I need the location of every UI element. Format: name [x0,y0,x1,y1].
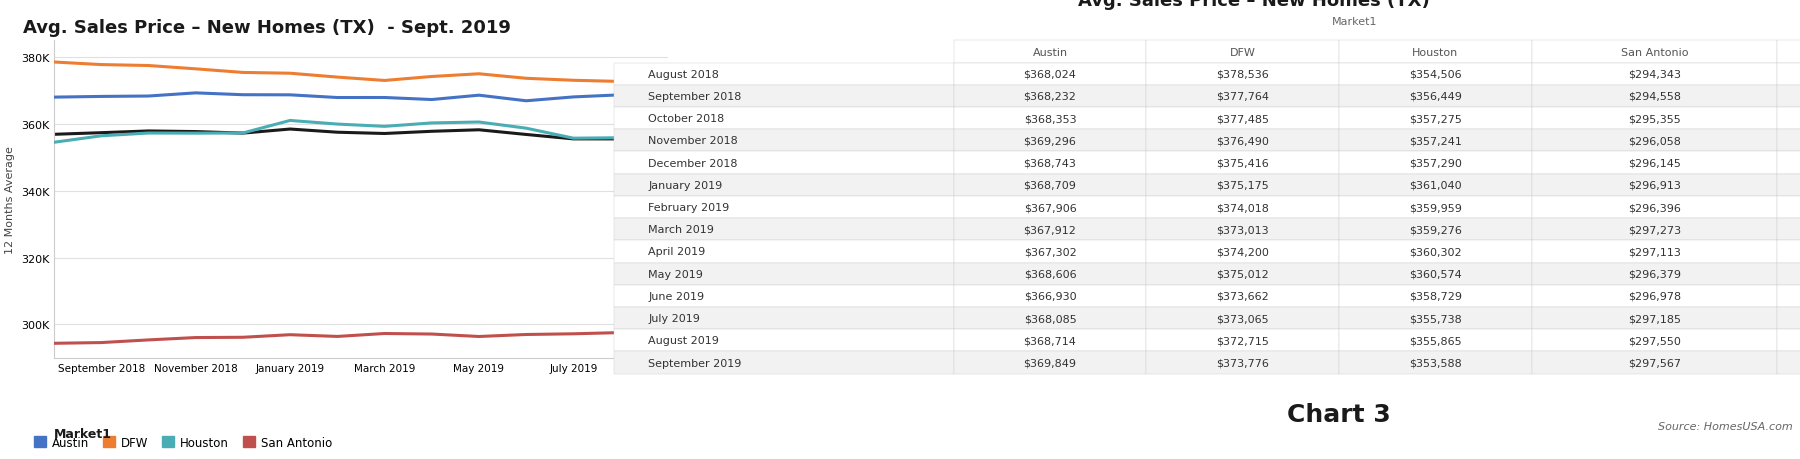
Legend: Austin, DFW, Houston, San Antonio: Austin, DFW, Houston, San Antonio [29,431,337,453]
Text: Market1: Market1 [54,427,112,440]
Y-axis label: 12 Months Average: 12 Months Average [5,146,14,253]
Text: Chart 3: Chart 3 [1287,403,1390,426]
Text: Market1: Market1 [1332,17,1377,27]
Text: Source: HomesUSA.com: Source: HomesUSA.com [1658,421,1793,431]
Text: Avg. Sales Price – New Homes (TX)  - Sept. 2019: Avg. Sales Price – New Homes (TX) - Sept… [23,19,511,37]
Text: Avg. Sales Price – New Homes (TX): Avg. Sales Price – New Homes (TX) [1078,0,1429,10]
